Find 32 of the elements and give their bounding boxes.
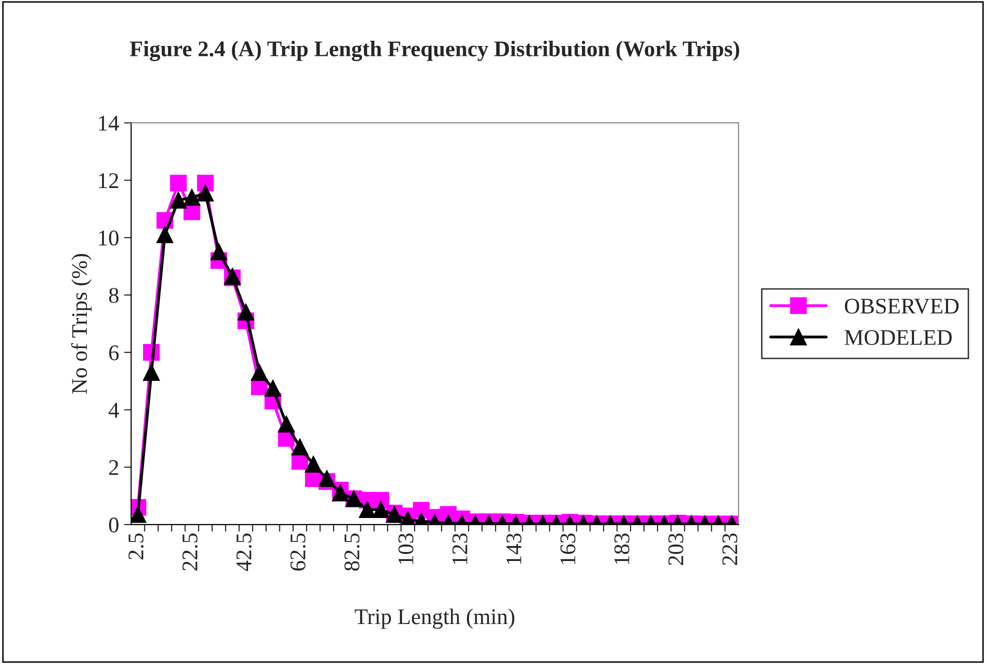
x-tick-label: 22.5: [182, 533, 198, 571]
x-tick-label: 203: [668, 533, 684, 565]
x-tick-label: 82.5: [344, 533, 360, 571]
point: [238, 304, 254, 321]
x-axis-title: Trip Length (min): [354, 608, 514, 629]
y-axis-title: No of Trips (%): [71, 254, 92, 394]
x-tick-label: 62.5: [290, 533, 306, 571]
point: [197, 184, 214, 202]
point: [210, 244, 228, 260]
y-tick-label: 8: [109, 288, 118, 303]
y-tick-label: 6: [109, 345, 119, 360]
x-tick-label: 123: [452, 533, 468, 564]
y-tick-label: 4: [108, 402, 119, 418]
y-tick-label: 12: [99, 173, 118, 188]
chart-title: Figure 2.4 (A) Trip Length Frequency Distribution (Work Trips): [130, 40, 740, 62]
x-tick-label: 163: [560, 533, 576, 564]
y-tick-label: 2: [109, 460, 118, 475]
y-tick-label: 14: [99, 116, 119, 131]
y-tick-label: 0: [109, 517, 118, 532]
x-tick-label: 223: [722, 533, 738, 565]
legend-label: MODELED: [844, 330, 952, 346]
point: [170, 192, 187, 209]
x-tick-label: 183: [614, 533, 630, 564]
x-tick-label: 42.5: [236, 533, 252, 572]
x-tick-label: 2.5: [128, 533, 144, 560]
y-tick-label: 10: [99, 230, 118, 246]
legend-label: OBSERVED: [844, 298, 959, 314]
point: [184, 189, 200, 206]
x-tick-label: 143: [506, 533, 522, 564]
x-tick-label: 103: [398, 533, 414, 564]
point: [156, 226, 174, 244]
point: [170, 174, 187, 192]
